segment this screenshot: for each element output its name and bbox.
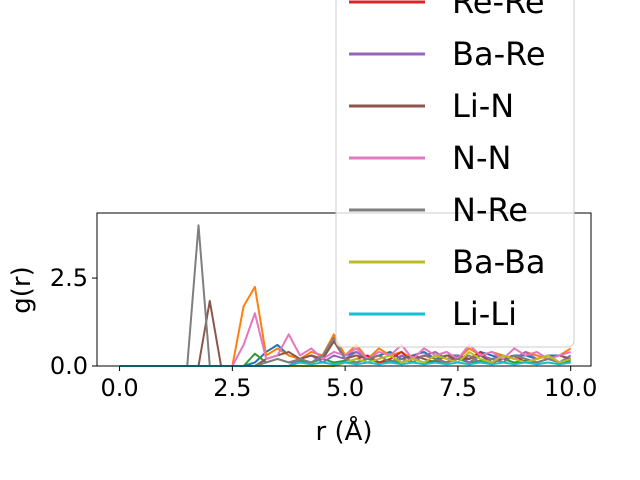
y-tick-label: 2.5 [50,264,88,292]
y-tick-label: 0.0 [50,352,88,380]
x-tick-label: 10.0 [544,374,597,402]
x-tick-label: 2.5 [213,374,251,402]
legend-label: Li-Li [452,295,517,333]
x-tick-label: 7.5 [439,374,477,402]
legend-label: N-N [452,139,511,177]
x-tick-label: 5.0 [326,374,364,402]
legend-label: Li-N [452,87,514,125]
legend-box [335,0,575,348]
legend-label: Re-Re [452,0,545,21]
legend-label: Ba-Ba [452,243,546,281]
legend-label: N-Re [452,191,528,229]
legend-label: Ba-Re [452,35,546,73]
x-axis-label: r (Å) [315,415,372,447]
x-tick-label: 0.0 [100,374,138,402]
y-axis-label: g(r) [7,266,37,313]
